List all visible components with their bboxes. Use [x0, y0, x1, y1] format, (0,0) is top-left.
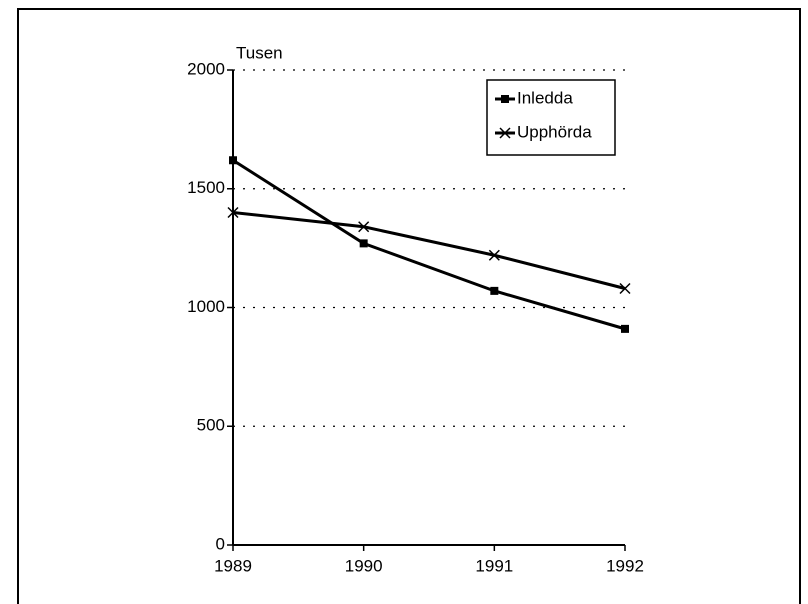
- y-tick-label: 500: [197, 416, 225, 435]
- marker: [227, 206, 239, 219]
- marker: [621, 324, 629, 333]
- marker: [229, 156, 237, 165]
- marker: [501, 95, 509, 103]
- x-tick-label: 1989: [214, 556, 252, 575]
- y-tick-label: 1500: [187, 178, 225, 197]
- marker: [499, 127, 511, 139]
- y-tick-label: 1000: [187, 297, 225, 316]
- x-tick-label: 1992: [606, 556, 644, 575]
- y-axis-label: Tusen: [236, 43, 283, 62]
- marker: [358, 221, 370, 233]
- x-tick-label: 1990: [345, 556, 383, 575]
- legend-label: Inledda: [517, 88, 573, 107]
- legend-label: Upphörda: [517, 122, 592, 141]
- legend: [486, 79, 616, 156]
- frame: [17, 8, 801, 604]
- series-line: [232, 211, 626, 290]
- marker: [619, 282, 631, 295]
- marker: [359, 239, 368, 248]
- x-tick-label: 1991: [475, 556, 513, 575]
- marker: [490, 286, 499, 295]
- y-tick-label: 2000: [187, 59, 225, 78]
- series-line: [232, 158, 626, 331]
- y-tick-label: 0: [216, 534, 225, 553]
- marker: [488, 249, 500, 261]
